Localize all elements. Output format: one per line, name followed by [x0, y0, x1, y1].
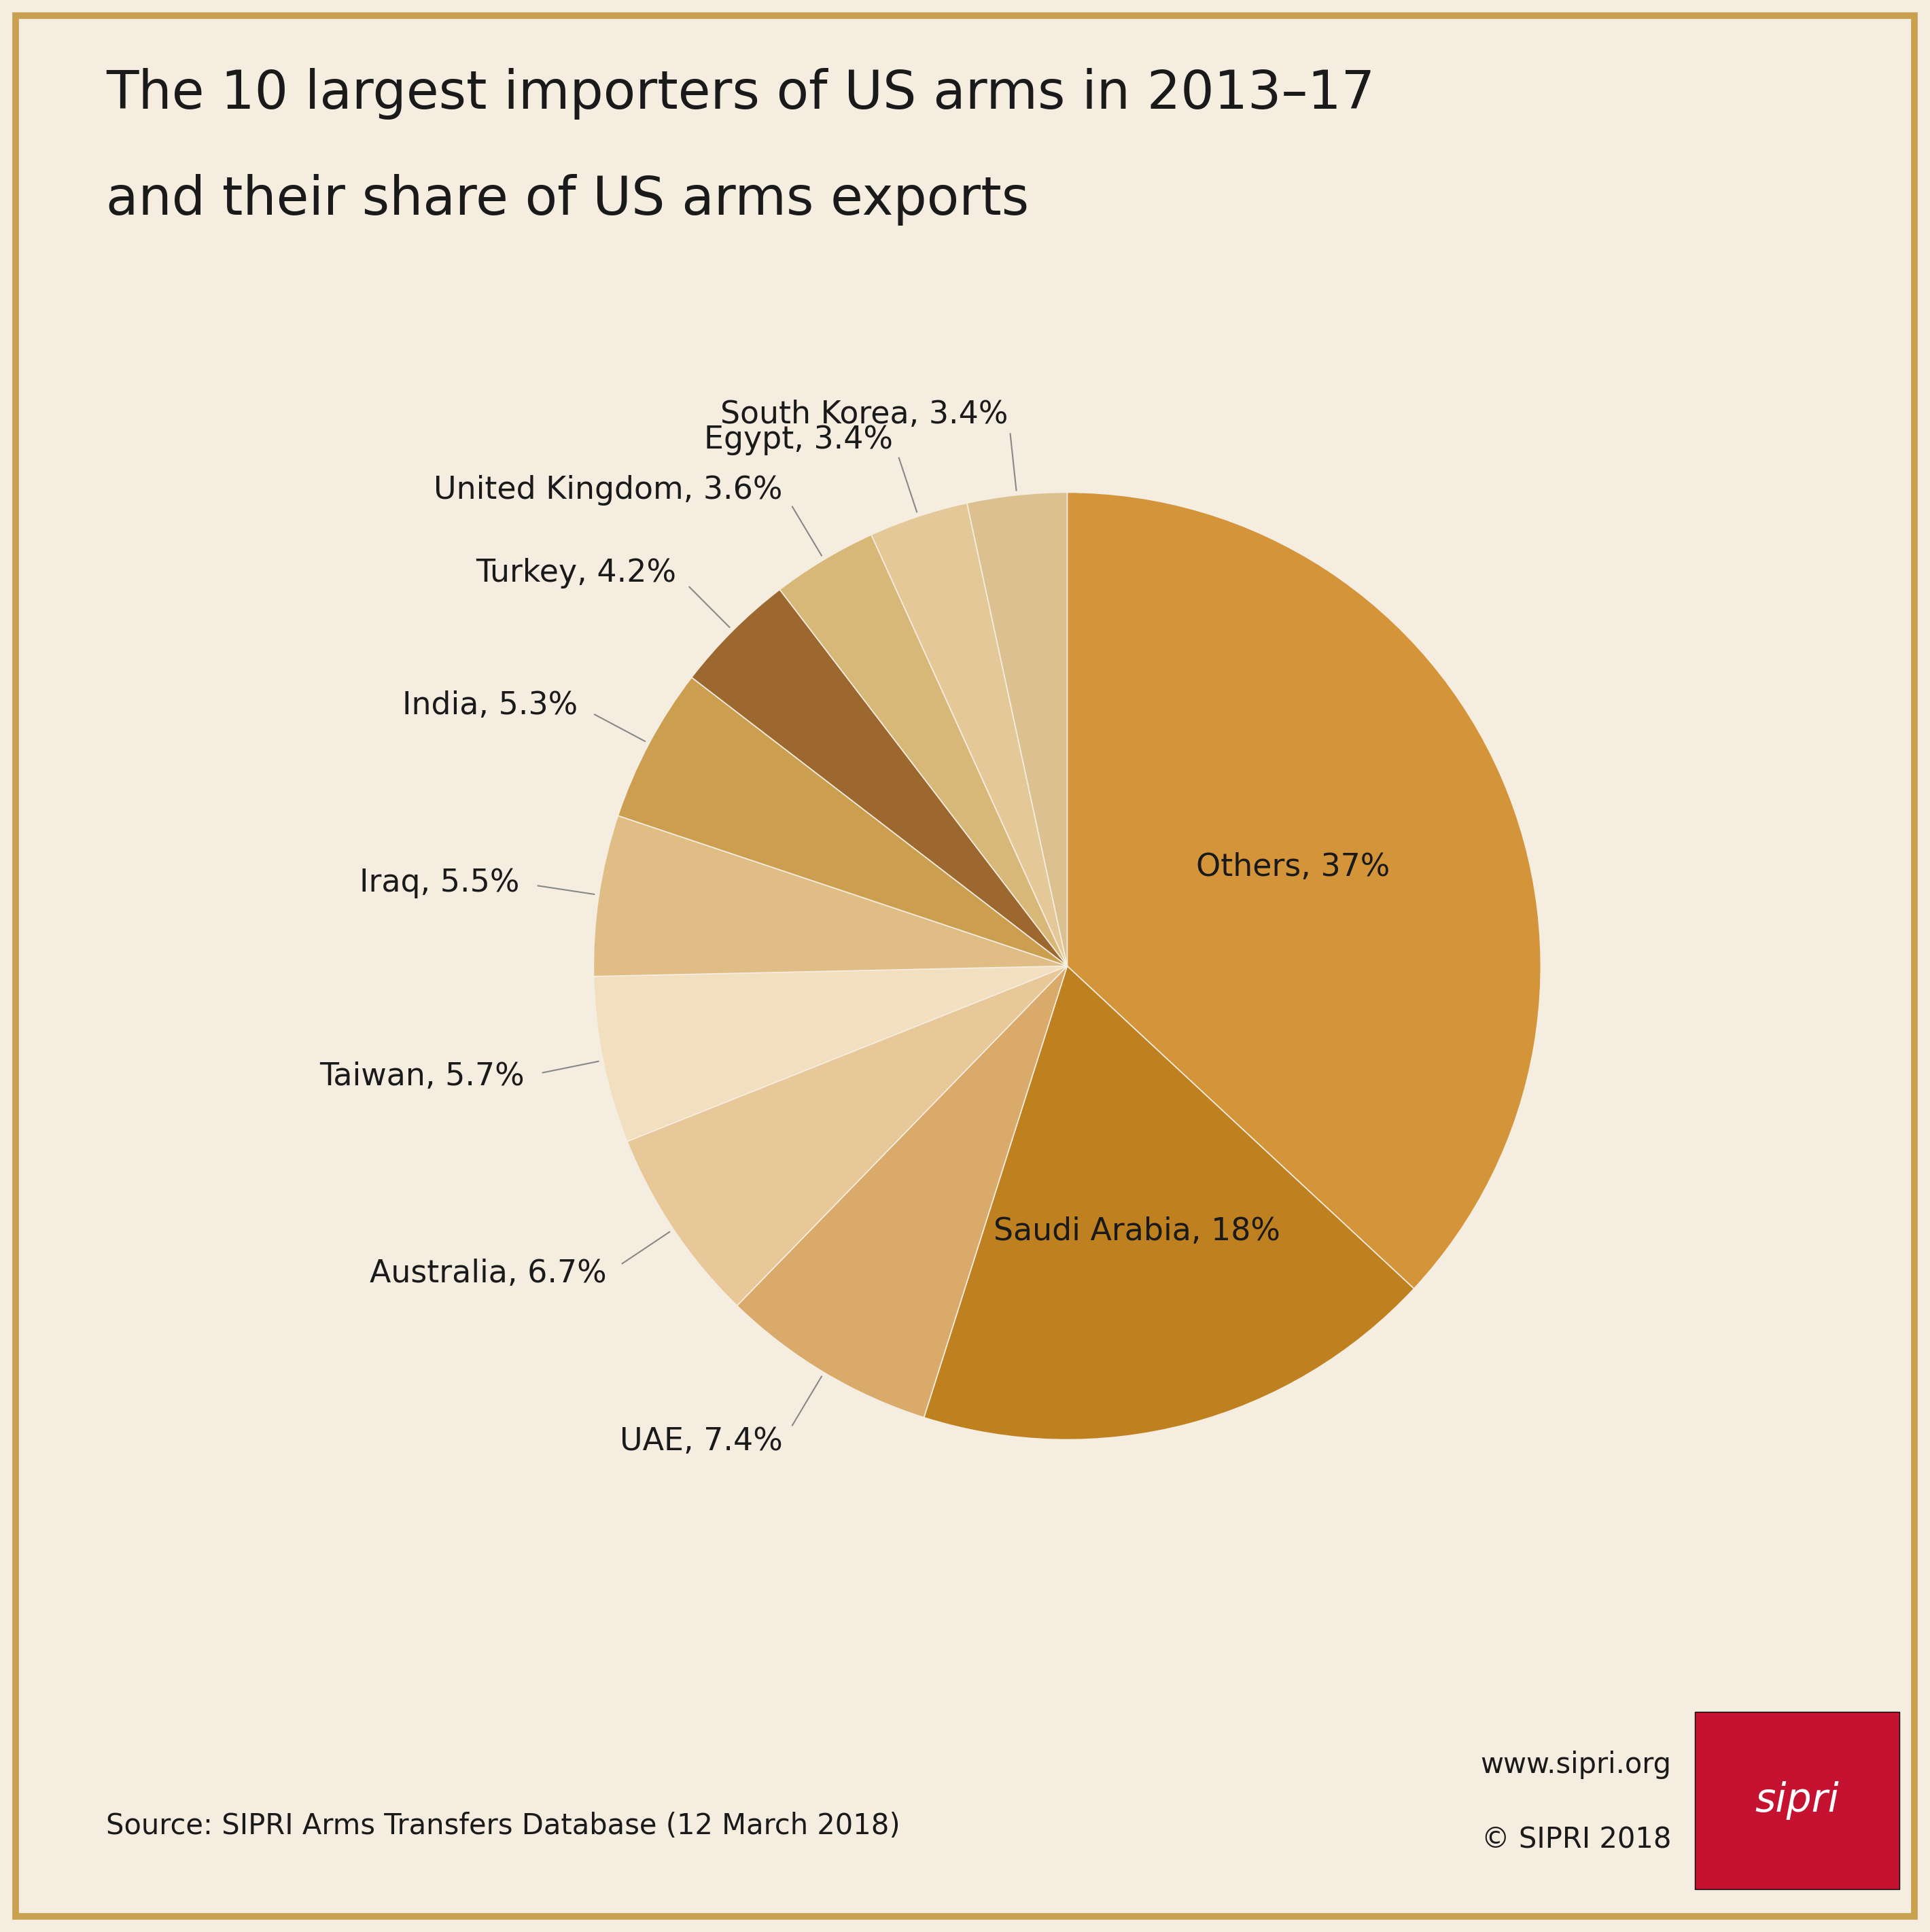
Wedge shape — [691, 589, 1067, 966]
Text: UAE, 7.4%: UAE, 7.4% — [620, 1426, 782, 1457]
Text: The 10 largest importers of US arms in 2013–17: The 10 largest importers of US arms in 2… — [106, 68, 1374, 120]
Text: and their share of US arms exports: and their share of US arms exports — [106, 174, 1029, 226]
Wedge shape — [1067, 493, 1540, 1289]
Wedge shape — [870, 502, 1067, 966]
Text: United Kingdom, 3.6%: United Kingdom, 3.6% — [434, 475, 782, 506]
Text: Turkey, 4.2%: Turkey, 4.2% — [475, 558, 676, 589]
Wedge shape — [737, 966, 1067, 1418]
Text: India, 5.3%: India, 5.3% — [403, 690, 577, 721]
Text: Others, 37%: Others, 37% — [1197, 852, 1390, 883]
Text: Saudi Arabia, 18%: Saudi Arabia, 18% — [994, 1217, 1280, 1246]
Text: Taiwan, 5.7%: Taiwan, 5.7% — [318, 1061, 525, 1092]
Text: sipri: sipri — [1754, 1781, 1839, 1820]
Wedge shape — [967, 493, 1067, 966]
Text: Australia, 6.7%: Australia, 6.7% — [371, 1260, 606, 1289]
Text: Egypt, 3.4%: Egypt, 3.4% — [704, 425, 894, 456]
Text: www.sipri.org: www.sipri.org — [1480, 1750, 1671, 1779]
Text: © SIPRI 2018: © SIPRI 2018 — [1482, 1826, 1671, 1855]
Wedge shape — [627, 966, 1067, 1306]
Text: South Korea, 3.4%: South Korea, 3.4% — [720, 400, 1007, 431]
Text: Iraq, 5.5%: Iraq, 5.5% — [359, 867, 519, 898]
Wedge shape — [594, 966, 1067, 1142]
Wedge shape — [594, 815, 1067, 976]
Wedge shape — [924, 966, 1415, 1439]
Text: Source: SIPRI Arms Transfers Database (12 March 2018): Source: SIPRI Arms Transfers Database (1… — [106, 1812, 899, 1839]
Wedge shape — [618, 678, 1067, 966]
Wedge shape — [780, 535, 1067, 966]
